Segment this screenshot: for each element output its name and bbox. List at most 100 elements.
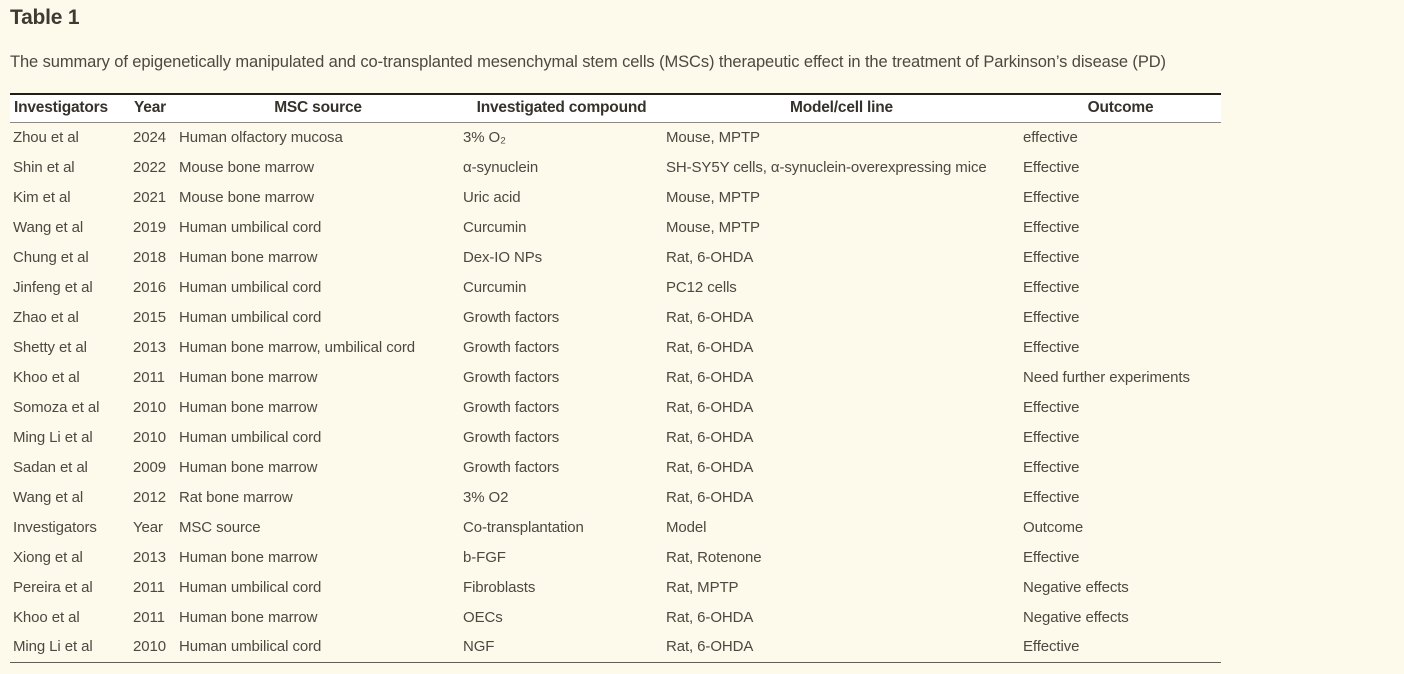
table-row: Sadan et al 2009 Human bone marrow Growth f…	[10, 452, 1221, 482]
table-cell: Human umbilical cord	[179, 428, 322, 446]
table-cell: Investigators	[13, 518, 97, 536]
table-cell: Uric acid	[463, 188, 521, 206]
table-cell: 2019	[133, 218, 166, 236]
msc-summary-table: Investigators Year MSC source Investigat…	[10, 93, 1221, 663]
table-cell: Shetty et al	[13, 338, 87, 356]
table-cell: Effective	[1023, 278, 1080, 296]
col-header-year: Year	[134, 99, 166, 117]
table-row: Pereira et al 2011 Human umbilical cord Fib…	[10, 572, 1221, 602]
table-cell: Chung et al	[13, 248, 89, 266]
table-cell: Effective	[1023, 158, 1080, 176]
table-cell: Growth factors	[463, 338, 560, 356]
table-row: Khoo et al 2011 Human bone marrow OECs Rat, …	[10, 602, 1221, 632]
table-cell: 3% O2	[463, 488, 509, 506]
table-cell: Need further experiments	[1023, 368, 1190, 386]
table-cell: Wang et al	[13, 218, 84, 236]
table-cell: Effective	[1023, 458, 1080, 476]
table-row: Zhao et al 2015 Human umbilical cord Growth…	[10, 302, 1221, 332]
table-cell: Effective	[1023, 308, 1080, 326]
table-cell: Rat, 6-OHDA	[666, 308, 754, 326]
table-cell: Xiong et al	[13, 548, 83, 566]
table-cell: Negative effects	[1023, 578, 1129, 596]
table-cell: Year	[133, 518, 163, 536]
table-cell: Effective	[1023, 428, 1080, 446]
table-cell: Rat, Rotenone	[666, 548, 762, 566]
col-header-model-cell-line: Model/cell line	[790, 99, 893, 117]
table-cell: Human umbilical cord	[179, 308, 322, 326]
table-cell: MSC source	[179, 518, 261, 536]
table-row: Somoza et al 2010 Human bone marrow Growth …	[10, 392, 1221, 422]
table-title: Table 1	[10, 6, 80, 29]
table-cell: Rat, 6-OHDA	[666, 638, 754, 656]
table-cell: 2015	[133, 308, 166, 326]
table-cell: PC12 cells	[666, 278, 737, 296]
table-cell: 2011	[133, 368, 165, 386]
table-cell: Khoo et al	[13, 368, 80, 386]
table-cell: Mouse bone marrow	[179, 158, 315, 176]
table-row: Chung et al 2018 Human bone marrow Dex-IO N…	[10, 242, 1221, 272]
table-row: Shin et al 2022 Mouse bone marrow α-synucle…	[10, 152, 1221, 182]
table-cell: NGF	[463, 638, 495, 656]
table-cell: Human umbilical cord	[179, 578, 322, 596]
table-caption: The summary of epigenetically manipulate…	[10, 53, 1166, 71]
table-cell: Model	[666, 518, 707, 536]
col-header-msc-source: MSC source	[274, 99, 362, 117]
table-cell: Rat, 6-OHDA	[666, 488, 754, 506]
table-cell: Human bone marrow	[179, 548, 318, 566]
table-cell: Growth factors	[463, 308, 560, 326]
table-cell: 2021	[133, 188, 166, 206]
table-cell: Rat, 6-OHDA	[666, 458, 754, 476]
table-cell: 2024	[133, 128, 166, 146]
table-row: Wang et al 2019 Human umbilical cord Curcum…	[10, 212, 1221, 242]
table-cell: Rat, 6-OHDA	[666, 248, 754, 266]
table-cell: Mouse bone marrow	[179, 188, 315, 206]
table-cell: Negative effects	[1023, 608, 1129, 626]
table-row: Ming Li et al 2010 Human umbilical cord Gro…	[10, 422, 1221, 452]
table-cell: SH-SY5Y cells, α-synuclein-overexpressin…	[666, 158, 987, 176]
table-cell: Zhao et al	[13, 308, 79, 326]
table-row: Kim et al 2021 Mouse bone marrow Uric acid M…	[10, 182, 1221, 212]
table-cell: Shin et al	[13, 158, 75, 176]
table-row: Jinfeng et al 2016 Human umbilical cord Cur…	[10, 272, 1221, 302]
table-cell: Mouse, MPTP	[666, 128, 760, 146]
table-cell: Human umbilical cord	[179, 218, 322, 236]
table-cell: Rat, 6-OHDA	[666, 398, 754, 416]
table-cell: α-synuclein	[463, 158, 539, 176]
table-cell: Human bone marrow, umbilical cord	[179, 338, 415, 356]
table-cell: Ming Li et al	[13, 428, 93, 446]
table-cell: Kim et al	[13, 188, 71, 206]
table-cell: Growth factors	[463, 398, 560, 416]
table-cell: Rat, 6-OHDA	[666, 608, 754, 626]
table-cell: Rat, MPTP	[666, 578, 739, 596]
table-cell: Mouse, MPTP	[666, 218, 760, 236]
table-cell: 2010	[133, 638, 166, 656]
table-row: Zhou et al 2024 Human olfactory mucosa 3% O…	[10, 122, 1221, 152]
table-cell: Human bone marrow	[179, 608, 318, 626]
table-cell: Co-transplantation	[463, 518, 584, 536]
table-cell: Rat, 6-OHDA	[666, 368, 754, 386]
table-cell: Curcumin	[463, 218, 527, 236]
table-cell: 2016	[133, 278, 166, 296]
table-cell: Human olfactory mucosa	[179, 128, 343, 146]
table-cell: Growth factors	[463, 458, 560, 476]
table-row: Xiong et al 2013 Human bone marrow b-FGF Rat…	[10, 542, 1221, 572]
col-header-investigators: Investigators	[14, 99, 108, 117]
table-cell: Human umbilical cord	[179, 638, 322, 656]
table-cell: Effective	[1023, 398, 1080, 416]
table-cell: b-FGF	[463, 548, 506, 566]
table-cell: 2012	[133, 488, 166, 506]
table-cell: 2022	[133, 158, 166, 176]
table-row: Shetty et al 2013 Human bone marrow, umbil…	[10, 332, 1221, 362]
table-cell: Wang et al	[13, 488, 84, 506]
table-cell: effective	[1023, 128, 1078, 146]
table-cell: Rat, 6-OHDA	[666, 338, 754, 356]
table-cell: 2013	[133, 548, 166, 566]
table-cell: 2018	[133, 248, 166, 266]
table-cell: Mouse, MPTP	[666, 188, 760, 206]
table-cell: Zhou et al	[13, 128, 79, 146]
table-cell: Human umbilical cord	[179, 278, 322, 296]
table-cell: 2010	[133, 428, 166, 446]
table-cell: Curcumin	[463, 278, 527, 296]
table-cell: 2013	[133, 338, 166, 356]
